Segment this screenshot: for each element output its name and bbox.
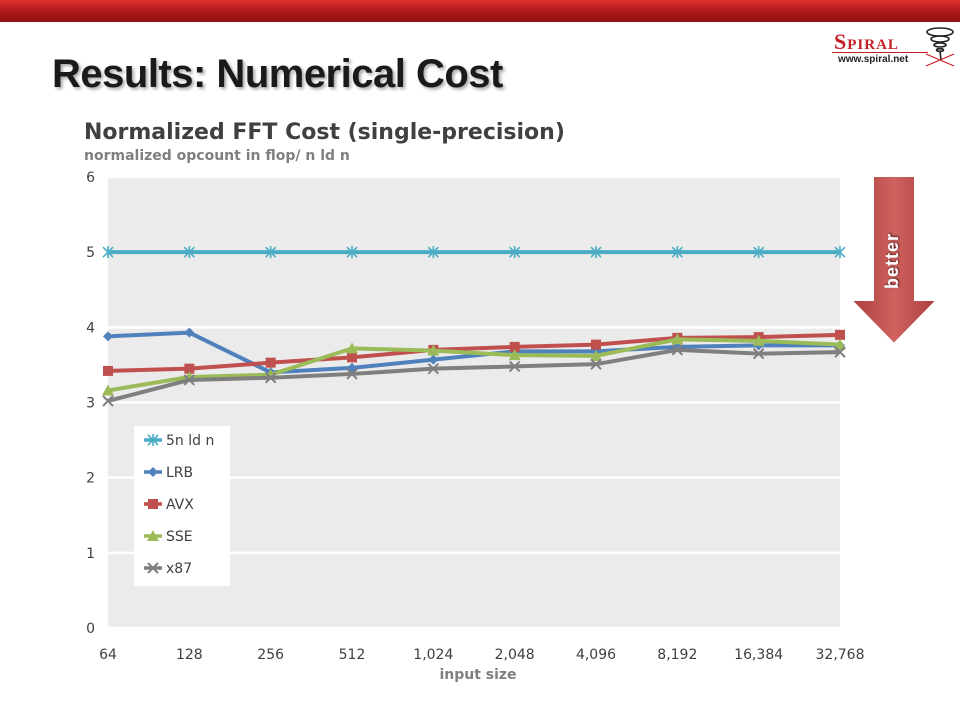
logo-underline [832, 52, 928, 53]
data-point [591, 339, 601, 350]
logo-text: Spiral [834, 29, 899, 54]
series-line [107, 332, 841, 373]
data-point [590, 358, 602, 370]
data-point [147, 530, 159, 541]
series-line [107, 330, 840, 375]
x-tick-label: 2,048 [495, 647, 535, 663]
data-point [183, 374, 196, 386]
data-point [346, 246, 358, 259]
spiral-tornado-icon [925, 27, 955, 67]
y-tick-label: 3 [86, 396, 95, 412]
data-point [148, 499, 158, 509]
better-down-arrow [848, 175, 940, 346]
legend-entry: SSE [144, 529, 193, 545]
data-point [148, 467, 158, 477]
data-point [509, 246, 521, 259]
legend-entry: x87 [144, 561, 192, 577]
y-tick-label: 2 [86, 471, 95, 487]
legend-entry: LRB [144, 465, 193, 481]
data-point [346, 368, 358, 380]
x-tick-label: 8,192 [657, 647, 697, 663]
legend-label: AVX [166, 497, 194, 513]
data-point [102, 246, 114, 259]
data-point [671, 344, 684, 356]
legend-label: 5n ld n [166, 433, 214, 449]
better-label: better [882, 233, 902, 290]
data-point [102, 395, 114, 407]
data-point [265, 357, 276, 368]
data-point [102, 384, 114, 396]
data-point [103, 365, 113, 376]
data-point [590, 349, 602, 361]
chart-subtitle: normalized opcount in flop/ n ld n [84, 148, 350, 164]
legend-label: x87 [166, 561, 192, 577]
spiral-logo: Spiral www.spiral.net [828, 24, 956, 70]
slide-title: Results: Numerical Cost [52, 52, 503, 96]
data-point [428, 354, 439, 365]
data-point [265, 246, 277, 259]
data-point [752, 347, 765, 360]
x-tick-label: 512 [339, 647, 366, 663]
data-point [103, 331, 113, 342]
legend-label: SSE [166, 529, 193, 545]
series-x87 [102, 344, 846, 407]
x-tick-label: 32,768 [816, 647, 865, 663]
data-point [671, 333, 684, 345]
data-point [427, 246, 439, 259]
data-point [834, 346, 846, 358]
x-tick-label: 256 [257, 647, 284, 663]
x-tick-label: 128 [176, 647, 203, 663]
legend-entry: AVX [144, 497, 194, 513]
data-point [184, 327, 195, 338]
data-point [671, 246, 683, 259]
data-point [590, 246, 602, 259]
top-banner [0, 0, 960, 22]
x-tick-label: 64 [99, 647, 117, 663]
data-point [508, 349, 521, 361]
data-point [147, 562, 159, 574]
data-point [427, 344, 440, 356]
series-line [107, 347, 841, 403]
data-point [752, 334, 765, 346]
data-point [264, 371, 277, 384]
y-tick-label: 1 [86, 546, 95, 562]
series-5n-ld-n [102, 246, 846, 259]
data-point [753, 246, 765, 259]
legend-label: LRB [166, 465, 193, 481]
y-tick-label: 6 [86, 170, 95, 186]
data-point [184, 363, 195, 374]
x-tick-label: 16,384 [734, 647, 783, 663]
y-tick-label: 0 [86, 621, 95, 637]
x-tick-label: 1,024 [413, 647, 453, 663]
data-point [509, 341, 520, 352]
chart-title: Normalized FFT Cost (single-precision) [84, 120, 565, 145]
data-point [834, 338, 846, 350]
series-line [107, 337, 841, 393]
logo-url: www.spiral.net [838, 54, 909, 65]
legend-entry: 5n ld n [144, 433, 214, 449]
data-point [835, 329, 845, 340]
data-point [427, 362, 440, 375]
y-tick-label: 5 [86, 245, 95, 261]
data-point [346, 342, 358, 354]
data-point [183, 246, 195, 259]
data-point [347, 352, 357, 363]
x-axis-label: input size [439, 667, 516, 683]
x-tick-label: 4,096 [576, 647, 616, 663]
data-point [147, 434, 159, 446]
y-tick-label: 4 [86, 320, 95, 336]
data-point [834, 246, 846, 259]
data-point [508, 360, 521, 373]
